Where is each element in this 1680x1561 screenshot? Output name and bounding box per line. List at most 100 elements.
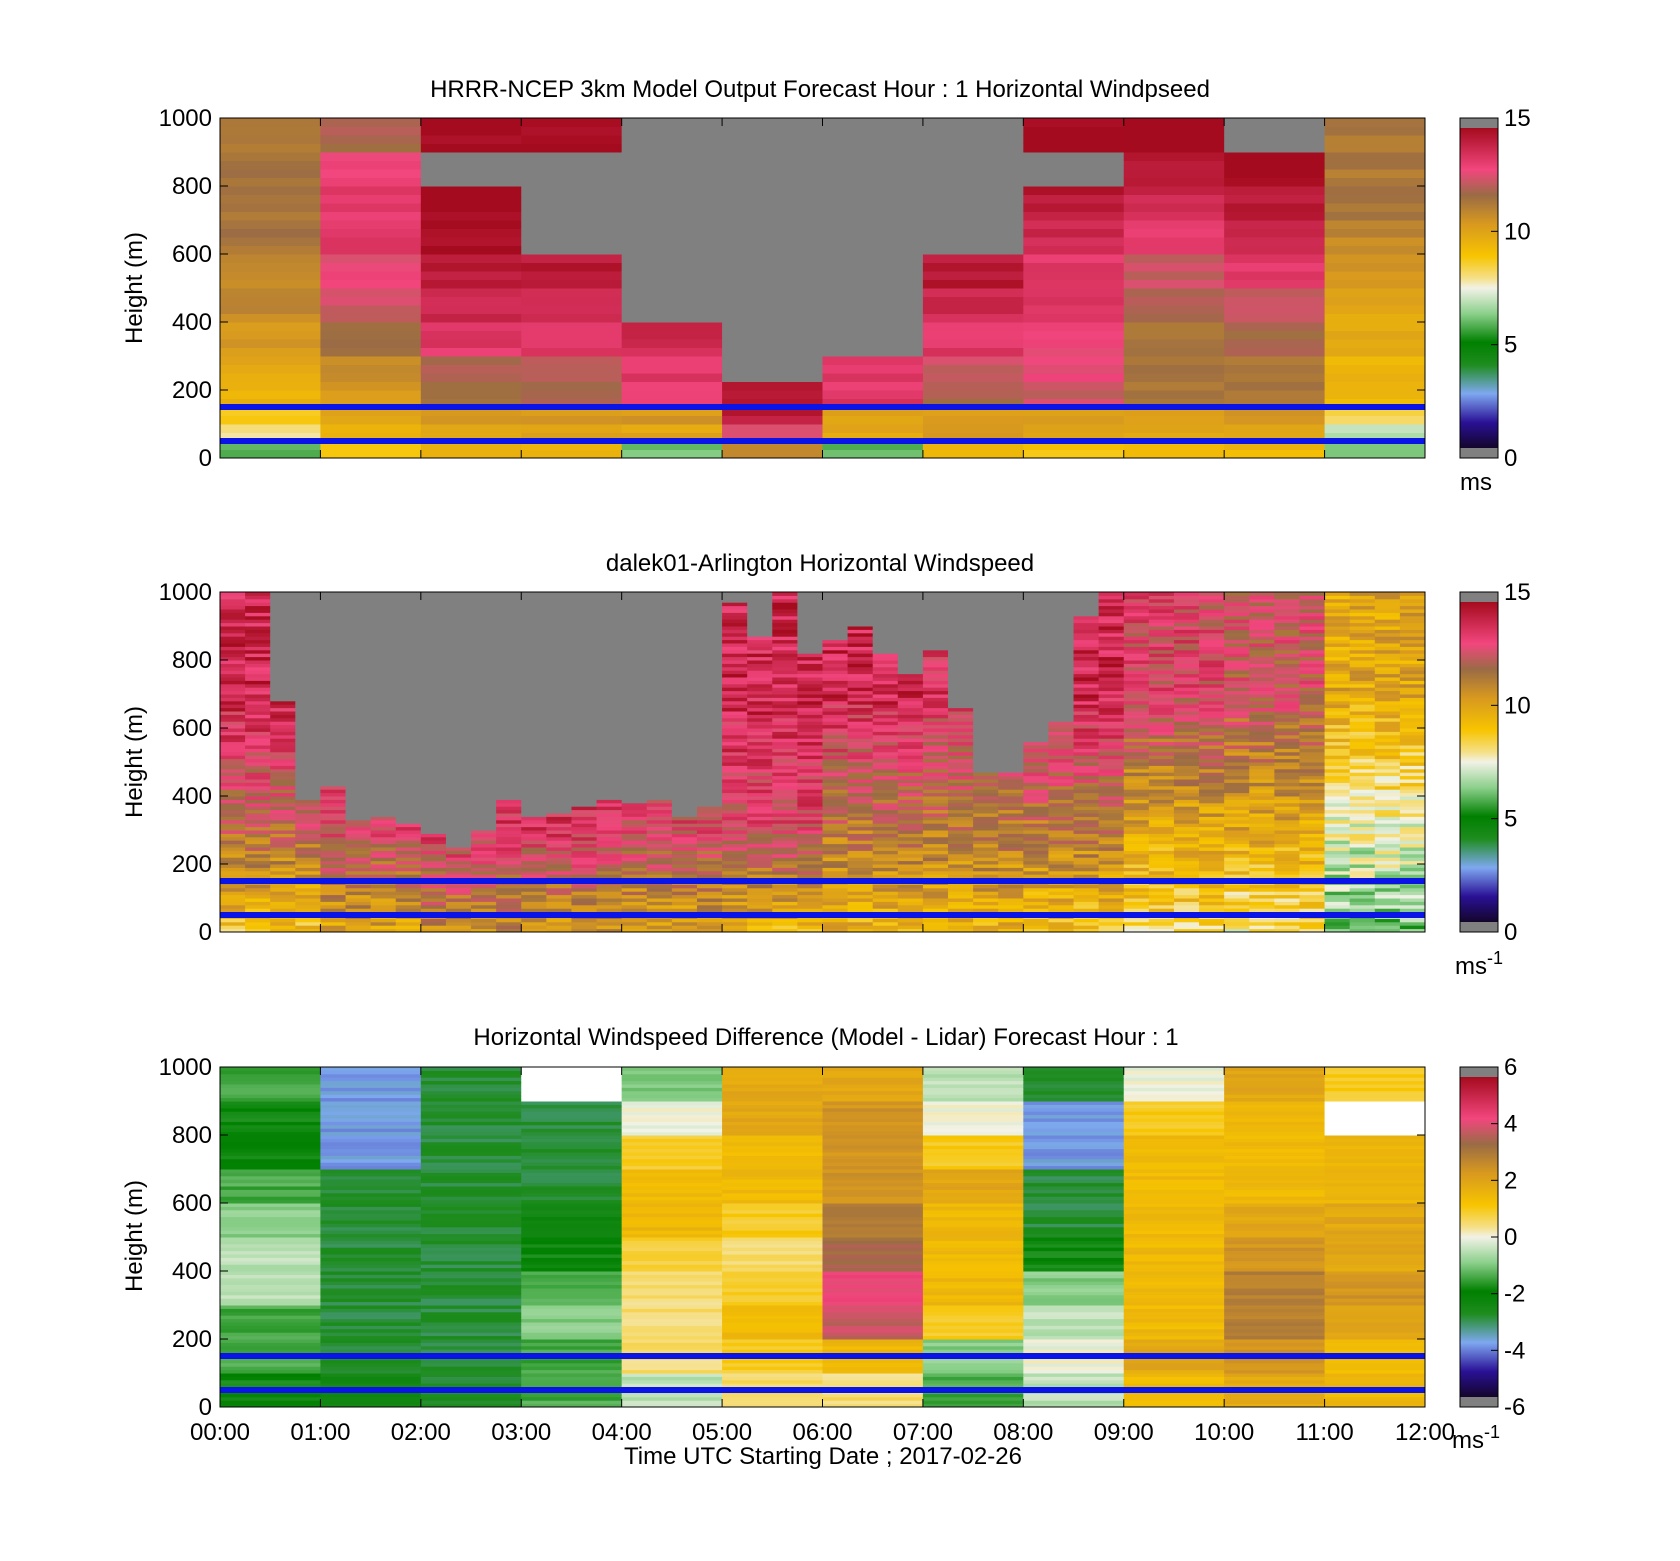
heatmap-cell xyxy=(922,864,949,868)
heatmap-cell xyxy=(270,925,296,930)
heatmap-cell xyxy=(747,789,773,794)
heatmap-cell xyxy=(998,857,1024,862)
heatmap-cell xyxy=(496,813,522,817)
heatmap-cell xyxy=(671,605,698,610)
heatmap-cell xyxy=(345,677,372,681)
heatmap-cell xyxy=(320,619,347,624)
heatmap-cell xyxy=(696,745,723,749)
heatmap-cell xyxy=(671,680,698,685)
heatmap-cell xyxy=(1023,867,1049,872)
heatmap-cell xyxy=(1324,836,1351,841)
heatmap-cell xyxy=(1123,898,1150,902)
heatmap-cell xyxy=(571,646,598,651)
heatmap-cell xyxy=(1224,636,1250,641)
heatmap-cell xyxy=(320,288,422,297)
heatmap-cell xyxy=(1073,734,1100,739)
heatmap-cell xyxy=(1224,921,1250,926)
heatmap-cell xyxy=(722,194,823,204)
heatmap-cell xyxy=(445,663,472,668)
heatmap-cell xyxy=(1023,748,1049,753)
heatmap-cell xyxy=(1073,864,1100,868)
heatmap-cell xyxy=(521,843,547,848)
heatmap-cell xyxy=(270,796,296,800)
heatmap-cell xyxy=(973,901,999,906)
heatmap-cell xyxy=(621,135,723,144)
heatmap-cell xyxy=(596,602,623,607)
heatmap-cell xyxy=(1098,660,1125,664)
heatmap-cell xyxy=(922,711,949,715)
heatmap-cell xyxy=(998,813,1024,817)
heatmap-cell xyxy=(747,677,773,681)
heatmap-cell xyxy=(270,806,296,811)
heatmap-cell xyxy=(1023,813,1049,817)
heatmap-cell xyxy=(847,660,874,664)
heatmap-cell xyxy=(1098,755,1125,760)
heatmap-cell xyxy=(496,717,522,722)
heatmap-cell xyxy=(596,826,623,831)
heatmap-cell xyxy=(671,598,698,603)
heatmap-cell xyxy=(897,602,924,607)
heatmap-cell xyxy=(320,860,347,865)
heatmap-cell xyxy=(747,874,773,879)
heatmap-cell xyxy=(872,677,899,681)
heatmap-cell xyxy=(1274,785,1300,790)
heatmap-cell xyxy=(345,619,372,624)
heatmap-cell xyxy=(822,663,849,668)
heatmap-cell xyxy=(370,683,397,688)
heatmap-cell xyxy=(596,717,623,722)
heatmap-cell xyxy=(973,765,999,770)
heatmap-cell xyxy=(646,639,673,644)
heatmap-cell xyxy=(973,918,999,923)
heatmap-cell xyxy=(973,891,999,896)
heatmap-cell xyxy=(696,612,723,617)
heatmap-cell xyxy=(1299,870,1326,875)
heatmap-cell xyxy=(420,782,447,787)
heatmap-cell xyxy=(496,857,522,862)
heatmap-cell xyxy=(420,666,447,671)
heatmap-cell xyxy=(1173,779,1200,783)
heatmap-cell xyxy=(1173,755,1200,760)
heatmap-cell xyxy=(922,894,949,899)
heatmap-cell xyxy=(220,802,246,807)
heatmap-cell xyxy=(395,673,422,678)
heatmap-cell xyxy=(270,792,296,797)
heatmap-cell xyxy=(797,595,823,600)
heatmap-cell xyxy=(1249,833,1275,838)
heatmap-cell xyxy=(270,622,296,627)
heatmap-cell xyxy=(521,704,547,709)
heatmap-cell xyxy=(220,694,246,698)
heatmap-cell xyxy=(797,704,823,709)
heatmap-cell xyxy=(571,782,598,787)
heatmap-cell xyxy=(747,850,773,855)
heatmap-cell xyxy=(1199,694,1225,698)
heatmap-cell xyxy=(621,609,648,613)
heatmap-cell xyxy=(496,690,522,695)
heatmap-cell xyxy=(1098,789,1125,794)
heatmap-cell xyxy=(722,339,823,348)
heatmap-cell xyxy=(998,663,1024,668)
heatmap-cell xyxy=(220,816,246,821)
heatmap-cell xyxy=(671,595,698,600)
heatmap-cell xyxy=(747,864,773,868)
heatmap-cell xyxy=(797,836,823,841)
panel-title: dalek01-Arlington Horizontal Windspeed xyxy=(606,550,1034,577)
heatmap-cell xyxy=(370,908,397,913)
heatmap-cell xyxy=(1073,870,1100,875)
heatmap-cell xyxy=(420,602,447,607)
heatmap-cell xyxy=(722,619,748,624)
heatmap-cell xyxy=(471,799,497,804)
heatmap-cell xyxy=(445,860,472,865)
heatmap-cell xyxy=(1123,595,1150,600)
heatmap-cell xyxy=(973,646,999,651)
heatmap-cell xyxy=(1023,279,1125,289)
heatmap-cell xyxy=(370,697,397,702)
heatmap-cell xyxy=(496,728,522,732)
heatmap-cell xyxy=(897,904,924,909)
heatmap-cell xyxy=(747,847,773,851)
heatmap-cell xyxy=(596,782,623,787)
heatmap-cell xyxy=(521,441,623,450)
heatmap-cell xyxy=(722,853,748,858)
heatmap-cell xyxy=(822,734,849,739)
heatmap-cell xyxy=(1249,741,1275,746)
heatmap-cell xyxy=(998,806,1024,811)
